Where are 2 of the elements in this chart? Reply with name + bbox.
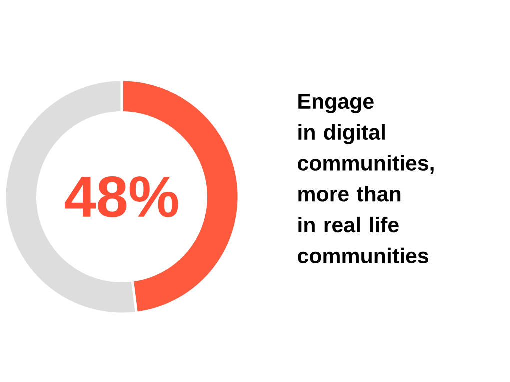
text: Engage in digital communities, more than in real life communities xyxy=(298,94,434,264)
text: 48% xyxy=(65,176,178,218)
